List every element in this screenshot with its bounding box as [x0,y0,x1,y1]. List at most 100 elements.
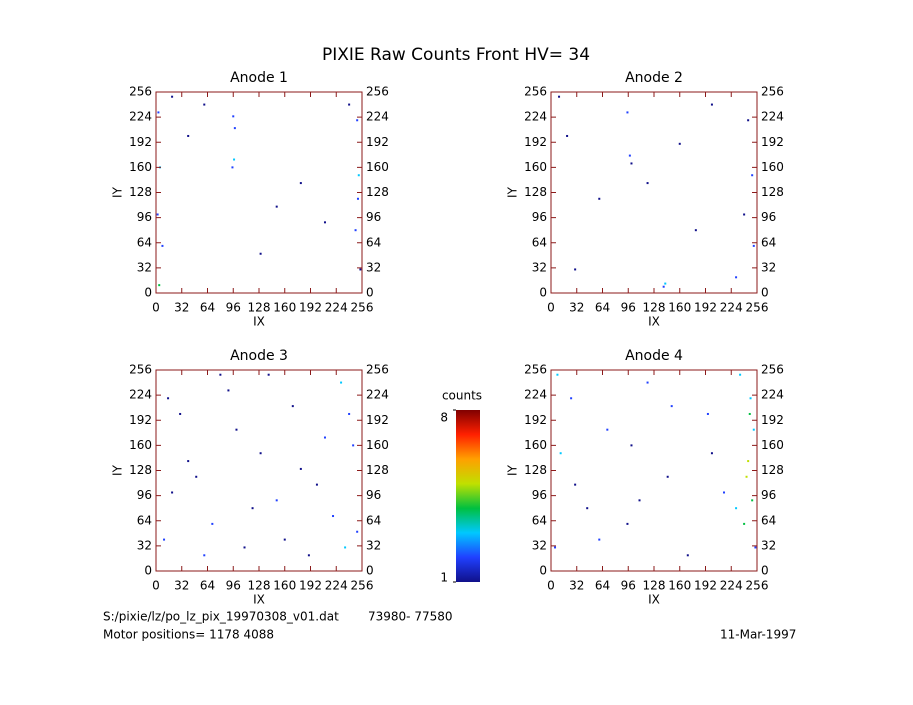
y-tick-label: 224 [524,110,547,124]
pixel [227,389,230,392]
y2-tick-label: 0 [761,564,769,578]
pixel [357,174,360,177]
pixel [678,142,681,145]
plot-frame [155,369,363,572]
y2-tick-label: 160 [366,438,389,452]
pixel [275,499,278,502]
y2-tick-label: 0 [366,286,374,300]
x-tick-label: 0 [152,579,160,593]
pixel [735,507,738,510]
y-tick-label: 256 [524,85,547,99]
y-tick-label: 224 [129,388,152,402]
y2-tick-label: 128 [366,185,389,199]
pixel [232,115,235,118]
y2-tick-label: 64 [366,235,381,249]
y-tick-label: 0 [144,564,152,578]
pixel [751,499,754,502]
x-tick-label: 128 [643,301,666,315]
pixel [710,452,713,455]
y-tick-label: 256 [524,363,547,377]
y-tick-label: 96 [137,210,152,224]
pixel [171,491,174,494]
pixel [275,205,278,208]
y2-tick-label: 96 [761,210,776,224]
y-tick-label: 32 [532,538,547,552]
x-tick-label: 160 [273,579,296,593]
y-tick-label: 192 [129,413,152,427]
pixel [739,373,742,376]
pixel [752,428,755,431]
pixel [598,538,601,541]
y-tick-label: 96 [137,488,152,502]
y2-tick-label: 32 [366,538,381,552]
pixel [315,483,318,486]
y-tick-label: 192 [524,135,547,149]
footer-file: S:/pixie/lz/po_lz_pix_19970308_v01.dat [103,610,339,624]
pixel [743,522,746,525]
x-tick-label: 192 [299,579,322,593]
y-axis-label: IY [506,464,520,476]
pixel [352,444,355,447]
x-axis-label: IX [648,315,660,329]
pixel [167,397,170,400]
pixel [323,436,326,439]
x-tick-label: 224 [325,301,348,315]
y-tick-label: 64 [137,235,152,249]
pixel [586,507,589,510]
y-tick-label: 128 [129,463,152,477]
pixel [574,268,577,271]
y-tick-label: 64 [532,513,547,527]
pixel [354,229,357,232]
pixel [630,444,633,447]
pixel [749,397,752,400]
y2-tick-label: 0 [761,286,769,300]
y2-tick-label: 128 [761,463,784,477]
pixel [233,127,236,130]
pixel [694,229,697,232]
x-tick-label: 128 [643,579,666,593]
y-tick-label: 192 [129,135,152,149]
pixel [666,475,669,478]
pixel [267,373,270,376]
pixel [747,119,750,122]
x-tick-label: 32 [569,301,584,315]
x-tick-label: 96 [621,301,636,315]
y2-tick-label: 256 [366,363,389,377]
y2-tick-label: 96 [761,488,776,502]
y2-tick-label: 64 [761,235,776,249]
y2-tick-label: 0 [366,564,374,578]
x-tick-label: 128 [248,301,271,315]
y2-tick-label: 256 [761,363,784,377]
panel-title: Anode 4 [625,348,683,364]
pixel [638,499,641,502]
x-tick-label: 160 [273,301,296,315]
y-tick-label: 0 [539,286,547,300]
y2-tick-label: 96 [366,488,381,502]
y-tick-label: 32 [137,260,152,274]
y-tick-label: 0 [539,564,547,578]
pixel [745,475,748,478]
y-axis-label: IY [111,464,125,476]
y-tick-label: 96 [532,488,547,502]
page-title: PIXIE Raw Counts Front HV= 34 [322,45,590,65]
pixel [626,522,629,525]
y2-tick-label: 192 [366,135,389,149]
y-tick-label: 256 [129,85,152,99]
pixel [710,103,713,106]
x-tick-label: 32 [174,579,189,593]
pixel [670,405,673,408]
pixel [754,546,757,549]
pixel [606,428,609,431]
x-tick-label: 160 [668,301,691,315]
pixel [559,452,562,455]
pixel [752,244,755,247]
y-tick-label: 64 [137,513,152,527]
x-tick-label: 224 [325,579,348,593]
x-tick-label: 64 [200,301,215,315]
x-tick-label: 64 [200,579,215,593]
y-axis-label: IY [506,186,520,198]
pixel [356,197,359,200]
y2-tick-label: 224 [366,110,389,124]
plot-frame [550,369,758,572]
y2-tick-label: 192 [366,413,389,427]
